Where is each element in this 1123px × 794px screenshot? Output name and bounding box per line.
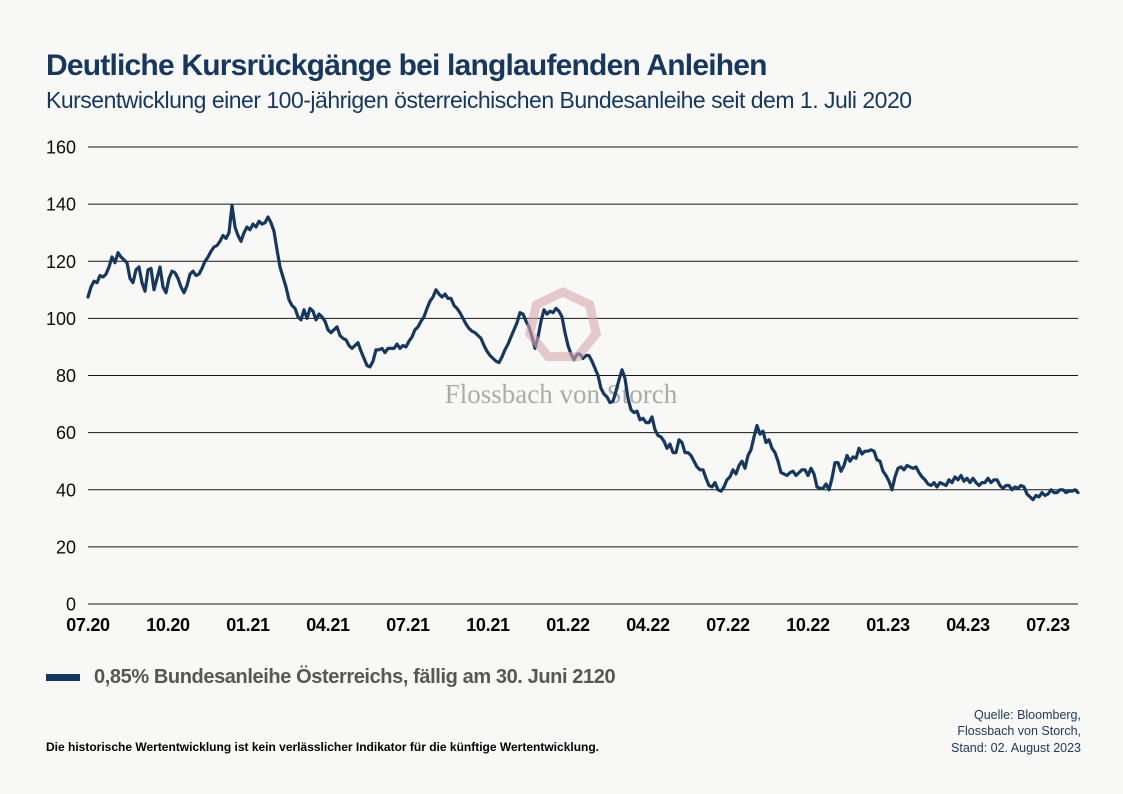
x-tick-label: 04.21 bbox=[306, 615, 350, 635]
x-tick-label: 01.21 bbox=[226, 615, 270, 635]
x-tick-label: 07.20 bbox=[66, 615, 110, 635]
y-tick-label: 140 bbox=[46, 195, 76, 215]
legend-line-swatch bbox=[46, 674, 80, 681]
y-tick-label: 60 bbox=[56, 423, 76, 443]
y-tick-label: 0 bbox=[66, 595, 76, 615]
gridlines bbox=[88, 146, 1078, 605]
source-line: Flossbach von Storch, bbox=[957, 724, 1081, 739]
x-tick-label: 07.22 bbox=[706, 615, 750, 635]
source-line: Stand: 02. August 2023 bbox=[951, 740, 1081, 755]
x-tick-label: 04.23 bbox=[946, 615, 990, 635]
y-tick-label: 120 bbox=[46, 252, 76, 272]
y-axis-labels: 160 140 120 100 80 60 40 20 0 bbox=[46, 138, 76, 615]
x-tick-label: 04.22 bbox=[626, 615, 670, 635]
x-tick-label: 01.23 bbox=[866, 615, 910, 635]
y-tick-label: 40 bbox=[56, 480, 76, 500]
legend-label: 0,85% Bundesanleihe Österreichs, fällig … bbox=[94, 666, 616, 688]
watermark-heptagon-icon bbox=[524, 287, 602, 362]
source-text: Quelle: Bloomberg, Flossbach von Storch,… bbox=[951, 707, 1081, 756]
x-tick-label: 10.21 bbox=[466, 615, 510, 635]
y-tick-label: 100 bbox=[46, 309, 76, 329]
x-tick-label: 10.20 bbox=[146, 615, 190, 635]
y-tick-label: 80 bbox=[56, 366, 76, 386]
chart-title: Deutliche Kursrückgänge bei langlaufende… bbox=[46, 49, 768, 82]
x-tick-label: 07.21 bbox=[386, 615, 430, 635]
price-line bbox=[86, 204, 1080, 502]
y-tick-label: 20 bbox=[56, 537, 76, 557]
x-tick-label: 01.22 bbox=[546, 615, 590, 635]
disclaimer-text: Die historische Wertentwicklung ist kein… bbox=[46, 740, 600, 754]
x-tick-label: 10.22 bbox=[786, 615, 830, 635]
source-line: Quelle: Bloomberg, bbox=[973, 708, 1081, 722]
y-tick-label: 160 bbox=[46, 138, 76, 158]
x-axis-labels: 07.20 10.20 01.21 04.21 07.21 10.21 01.22 04.22… bbox=[66, 615, 1070, 635]
legend: 0,85% Bundesanleihe Österreichs, fällig … bbox=[46, 666, 616, 689]
watermark-text: Flossbach von Storch bbox=[445, 379, 678, 409]
x-tick-label: 07.23 bbox=[1026, 615, 1070, 635]
chart-subtitle: Kursentwicklung einer 100-jährigen öster… bbox=[46, 87, 912, 113]
